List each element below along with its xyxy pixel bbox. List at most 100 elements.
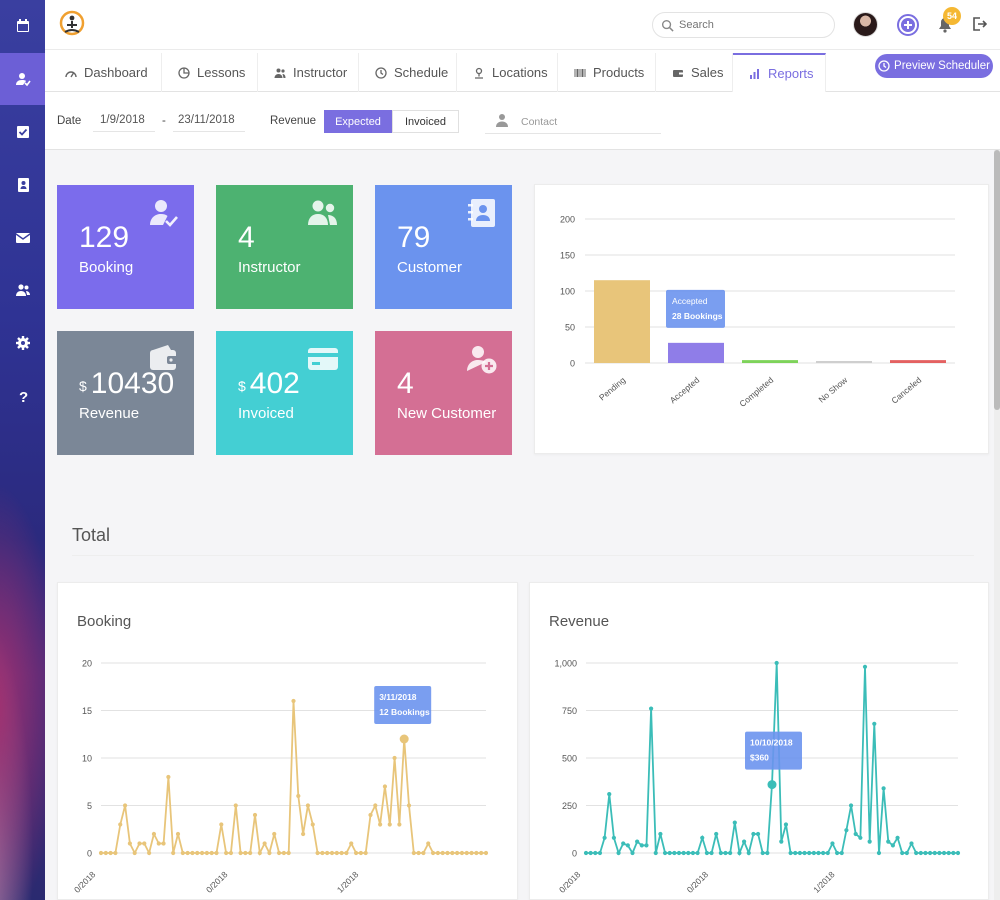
status-chart-panel: 0 50 100 150 200 Pending Accepted Completed No S… <box>534 184 989 454</box>
tab-lessons[interactable]: Lessons <box>162 53 258 92</box>
sidebar-item-settings[interactable] <box>0 317 45 369</box>
tooltip-line: 28 Bookings <box>672 311 723 321</box>
stat-card-instructor[interactable]: 4 Instructor <box>216 185 353 309</box>
data-point <box>147 850 152 856</box>
search-input[interactable] <box>679 16 829 34</box>
x-tick-label: No Show <box>816 374 850 404</box>
tab-label: Products <box>593 65 645 80</box>
y-tick-label: 20 <box>82 659 92 669</box>
data-point <box>807 850 812 856</box>
wallet-icon <box>150 345 178 370</box>
invoiced-toggle[interactable]: Invoiced <box>392 110 459 133</box>
data-point <box>802 850 807 856</box>
data-point <box>325 850 330 856</box>
expected-toggle[interactable]: Expected <box>324 110 392 133</box>
currency-symbol: $ <box>79 378 87 394</box>
tab-products[interactable]: Products <box>558 53 656 92</box>
bar-no-show <box>816 361 872 363</box>
x-tick-label: 0/2018 <box>72 869 98 895</box>
add-circle-icon[interactable] <box>897 14 919 36</box>
stat-card-invoiced[interactable]: $402 Invoiced <box>216 331 353 455</box>
data-point <box>625 843 630 848</box>
y-tick-label: 15 <box>82 706 92 716</box>
data-point <box>233 803 238 808</box>
sidebar-item-tasks[interactable] <box>0 106 45 158</box>
data-point <box>334 850 339 856</box>
chart-tooltip: 10/10/2018 $360 <box>745 731 802 770</box>
y-tick-label: 100 <box>560 287 575 297</box>
data-point <box>788 850 793 856</box>
date-separator: - <box>162 115 166 127</box>
page-scrollbar[interactable] <box>994 150 1000 900</box>
booking-line-chart: 0 5 10 15 20 0/2018 0/2018 1/2018 3/11/2018 12 Bo… <box>72 659 489 895</box>
data-point <box>755 831 761 837</box>
sidebar-item-mail[interactable] <box>0 212 45 264</box>
stat-card-booking[interactable]: 129 Booking <box>57 185 194 309</box>
tab-schedule[interactable]: Schedule <box>359 53 457 92</box>
data-point <box>946 850 951 856</box>
stat-label: Customer <box>397 259 463 276</box>
data-point <box>113 850 118 856</box>
date-to-input[interactable]: 23/11/2018 <box>173 110 245 132</box>
user-avatar[interactable] <box>853 12 878 37</box>
data-point <box>435 850 440 856</box>
data-point <box>171 850 176 856</box>
tab-sales[interactable]: Sales <box>656 53 733 92</box>
logout-icon[interactable] <box>971 16 987 32</box>
data-point <box>765 850 770 856</box>
x-tick-label: 1/2018 <box>335 869 361 895</box>
data-point <box>955 850 961 856</box>
stat-value: 4 <box>397 367 414 400</box>
data-point <box>98 850 104 856</box>
data-point <box>742 839 747 844</box>
data-point <box>760 850 765 856</box>
contact-placeholder: Contact <box>521 116 558 128</box>
data-point <box>886 839 891 844</box>
data-point <box>329 850 335 856</box>
data-point <box>681 850 686 856</box>
data-point <box>151 831 157 837</box>
sidebar-background-art <box>0 420 45 900</box>
tooltip-box <box>374 686 432 724</box>
tab-instructor[interactable]: Instructor <box>258 53 359 92</box>
contact-field[interactable]: Contact <box>485 110 661 134</box>
yoga-logo-icon[interactable] <box>57 9 87 39</box>
data-point <box>127 841 132 846</box>
data-point <box>853 831 858 837</box>
data-point <box>103 850 108 856</box>
data-point <box>474 850 479 856</box>
tab-reports[interactable]: Reports <box>733 53 826 92</box>
data-point <box>639 843 644 848</box>
section-title: Total <box>72 525 111 545</box>
sidebar-item-help[interactable]: ? <box>0 370 45 422</box>
data-point <box>676 850 682 856</box>
data-point <box>358 850 363 856</box>
data-point <box>658 831 663 837</box>
tooltip-line: $360 <box>750 753 769 763</box>
tab-label: Reports <box>768 66 814 81</box>
stat-value: 129 <box>79 221 130 254</box>
tab-dashboard[interactable]: Dashboard <box>49 53 162 92</box>
stat-card-new-customer[interactable]: 4 New Customer <box>375 331 512 455</box>
stat-card-customer[interactable]: 79 Customer <box>375 185 512 309</box>
data-point <box>588 850 593 856</box>
y-tick-label: 0 <box>570 359 575 369</box>
sidebar-item-contacts[interactable] <box>0 159 45 211</box>
data-point <box>267 850 272 856</box>
tab-locations[interactable]: Locations <box>457 53 558 92</box>
notification-badge[interactable]: 54 <box>943 7 961 25</box>
data-point <box>272 831 277 837</box>
date-from-input[interactable]: 1/9/2018 <box>93 110 155 132</box>
stat-value: 79 <box>397 221 431 254</box>
preview-scheduler-button[interactable]: Preview Scheduler <box>875 54 993 78</box>
data-point <box>301 831 306 837</box>
stat-card-revenue[interactable]: $10430 Revenue <box>57 331 194 455</box>
data-point <box>593 850 598 856</box>
data-point <box>243 850 248 856</box>
checkbox-icon <box>16 126 29 138</box>
sidebar-item-customers[interactable] <box>0 53 45 105</box>
search-box[interactable] <box>652 12 835 38</box>
sidebar-item-calendar[interactable] <box>0 0 45 52</box>
scrollbar-thumb[interactable] <box>994 150 1000 410</box>
sidebar-item-team[interactable] <box>0 264 45 316</box>
